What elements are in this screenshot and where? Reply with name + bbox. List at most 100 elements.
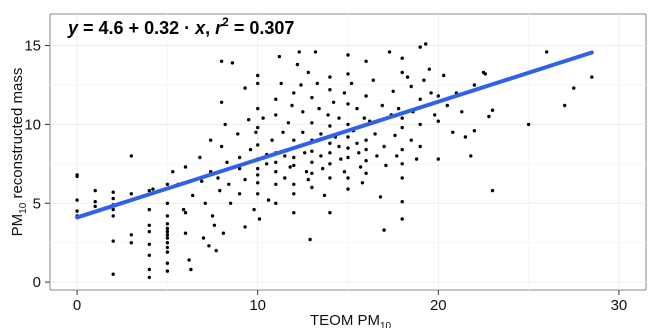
data-point (395, 154, 399, 158)
data-point (219, 100, 224, 105)
data-point (301, 110, 305, 114)
data-point (427, 67, 431, 71)
data-point (321, 166, 325, 171)
data-point (129, 154, 133, 158)
data-point (212, 223, 217, 227)
data-point (225, 160, 229, 164)
data-point (346, 53, 350, 57)
data-point (313, 50, 318, 54)
data-point (230, 61, 235, 65)
data-point (290, 103, 294, 108)
data-point (306, 177, 310, 182)
data-point (111, 207, 115, 212)
data-point (337, 144, 341, 149)
data-point (207, 244, 211, 248)
data-point (256, 81, 260, 86)
data-point (292, 91, 296, 95)
data-point (319, 154, 323, 158)
data-point (303, 151, 307, 155)
data-point (252, 207, 256, 212)
data-point (165, 201, 170, 205)
data-point (266, 198, 271, 202)
data-point (451, 130, 455, 134)
data-point (337, 116, 341, 120)
data-point (322, 193, 327, 198)
data-point (274, 170, 278, 174)
data-point (357, 151, 361, 155)
data-point (328, 211, 332, 215)
data-point (328, 75, 332, 79)
data-point (405, 75, 410, 79)
data-point (400, 162, 404, 166)
data-point (288, 165, 292, 169)
data-point (382, 228, 386, 232)
data-point (147, 242, 151, 246)
data-point (418, 122, 422, 127)
x-tick-label: 20 (430, 297, 447, 314)
data-point (310, 121, 314, 125)
data-point (328, 88, 332, 92)
data-point (346, 176, 350, 180)
data-point (171, 170, 175, 174)
data-point (292, 138, 296, 142)
data-point (310, 149, 314, 153)
data-point (400, 70, 404, 75)
data-point (209, 138, 213, 142)
data-point (243, 177, 247, 182)
data-point (436, 157, 440, 161)
data-point (490, 188, 495, 193)
data-point (223, 122, 227, 127)
data-point (286, 121, 291, 125)
data-point (237, 155, 242, 160)
y-tick-label: 15 (24, 38, 41, 55)
data-point (590, 75, 594, 79)
data-point (373, 132, 377, 136)
data-point (183, 165, 188, 169)
data-point (400, 200, 404, 204)
data-point (490, 108, 495, 112)
data-point (436, 94, 440, 98)
data-point (424, 42, 428, 46)
data-point (297, 50, 301, 54)
data-point (409, 84, 413, 89)
data-point (200, 179, 204, 183)
data-point (346, 72, 350, 76)
data-point (256, 73, 260, 78)
data-point (346, 102, 350, 106)
data-point (387, 50, 392, 54)
data-point (256, 125, 260, 130)
data-point (292, 192, 296, 196)
data-point (165, 269, 170, 273)
data-point (469, 154, 473, 158)
data-point (326, 113, 330, 117)
data-point (256, 173, 260, 177)
data-point (526, 122, 531, 127)
data-point (414, 157, 419, 161)
data-point (111, 272, 115, 276)
data-point (310, 171, 314, 175)
data-point (198, 155, 202, 160)
data-point (274, 97, 278, 101)
regression-equation: y = 4.6 + 0.32 · x, r2 = 0.307 (67, 15, 294, 38)
data-point (256, 106, 260, 111)
data-point (279, 81, 283, 86)
data-point (147, 223, 151, 227)
data-point (364, 147, 368, 152)
data-point (409, 138, 413, 142)
data-point (418, 45, 422, 49)
data-point (400, 217, 404, 221)
data-point (248, 147, 253, 152)
data-point (281, 130, 285, 134)
data-point (270, 138, 274, 142)
x-axis-title: TEOM PM10 (310, 312, 392, 328)
data-point (393, 133, 397, 138)
data-point (483, 72, 487, 76)
data-point (151, 187, 155, 191)
data-point (362, 116, 366, 120)
data-point (93, 204, 97, 209)
data-point (147, 188, 151, 193)
data-point (400, 125, 404, 130)
data-point (433, 113, 437, 117)
data-point (147, 275, 151, 280)
